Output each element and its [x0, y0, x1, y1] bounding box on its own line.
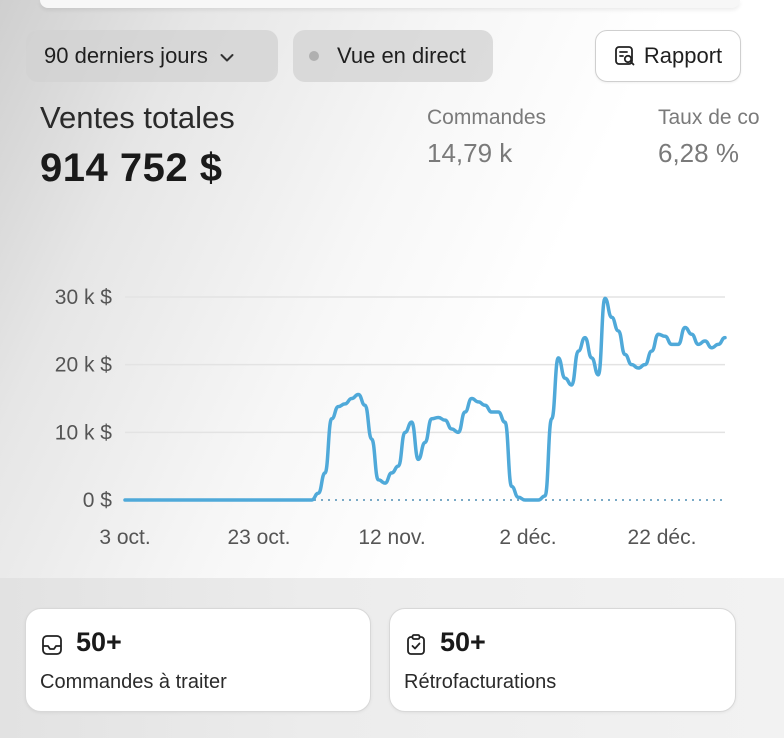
orders-to-process-label: Commandes à traiter	[40, 671, 227, 693]
live-view-label: Vue en direct	[337, 43, 466, 68]
y-tick-label: 0 $	[83, 489, 113, 512]
sales-chart: 30 k $ 20 k $ 10 k $ 0 $ 3 oct. 23 oct. 12 nov…	[0, 270, 784, 570]
report-label: Rapport	[643, 43, 723, 68]
chargebacks-count: 50+	[440, 627, 486, 657]
report-button[interactable]: Rapport	[595, 30, 741, 82]
x-tick-label: 23 oct.	[227, 526, 290, 549]
y-tick-label: 20 k $	[55, 354, 113, 377]
total-sales-label: Ventes totales	[40, 100, 235, 135]
sales-line-chart: 30 k $ 20 k $ 10 k $ 0 $ 3 oct. 23 oct. 12 nov…	[55, 286, 727, 549]
chevron-down-icon	[220, 43, 234, 69]
x-tick-label: 2 déc.	[499, 526, 556, 549]
sales-series-line	[123, 296, 727, 502]
x-tick-label: 12 nov.	[358, 526, 425, 549]
clipboard-check-icon	[404, 633, 428, 662]
x-tick-label: 3 oct.	[99, 526, 150, 549]
orders-to-process-count: 50+	[76, 627, 122, 657]
orders-to-process-card[interactable]: 50+ Commandes à traiter	[25, 608, 371, 712]
x-tick-label: 22 déc.	[628, 526, 697, 549]
conversion-rate-label: Taux de co	[658, 106, 760, 129]
orders-label: Commandes	[427, 106, 547, 129]
conversion-rate-value: 6,28 %	[658, 138, 739, 168]
orders-value: 14,79 k	[427, 138, 513, 168]
report-icon	[614, 46, 635, 66]
y-tick-label: 10 k $	[55, 421, 113, 444]
chargebacks-label: Rétrofacturations	[404, 671, 557, 693]
live-status-dot-icon	[309, 51, 319, 61]
chargebacks-card[interactable]: 50+ Rétrofacturations	[389, 608, 736, 712]
date-range-dropdown[interactable]: 90 derniers jours	[26, 30, 278, 82]
total-sales-value: 914 752 $	[40, 146, 223, 190]
live-view-button[interactable]: Vue en direct	[293, 30, 493, 82]
top-card-edge	[40, 0, 740, 8]
date-range-label: 90 derniers jours	[44, 43, 208, 68]
y-tick-label: 30 k $	[55, 286, 113, 309]
inbox-icon	[40, 633, 64, 662]
